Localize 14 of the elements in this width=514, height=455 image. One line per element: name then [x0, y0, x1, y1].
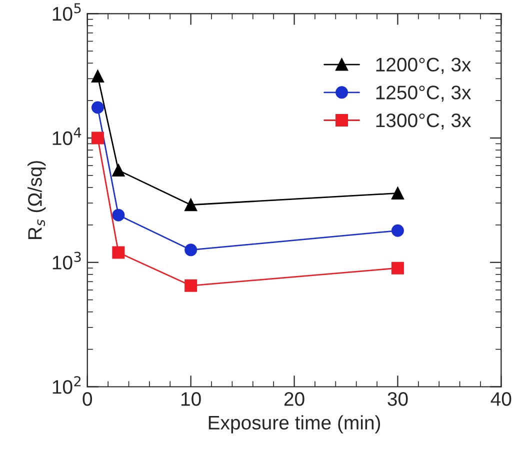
- x-tick-label: 40: [490, 392, 512, 406]
- legend-label: 1200°C, 3x: [376, 58, 472, 74]
- x-tick-label: 10: [181, 392, 201, 406]
- x-tick-label: 20: [284, 392, 304, 406]
- y-tick-label: 10$^{4}$: [52, 128, 82, 146]
- y-tick-label: 10$^{5}$: [52, 3, 81, 21]
- y-axis-title: R$_{s}$ (Ω/sq): [28, 161, 46, 239]
- x-tick-label: 0: [82, 392, 92, 406]
- x-axis-title: Exposure time (min): [208, 415, 380, 434]
- legend-label: 1300°C, 3x: [376, 113, 472, 130]
- y-tick-label: 10$^{2}$: [52, 376, 81, 394]
- legend-label: 1250°C, 3x: [376, 86, 472, 102]
- y-tick-label: 10$^{3}$: [52, 252, 81, 270]
- x-tick-label: 30: [388, 392, 408, 406]
